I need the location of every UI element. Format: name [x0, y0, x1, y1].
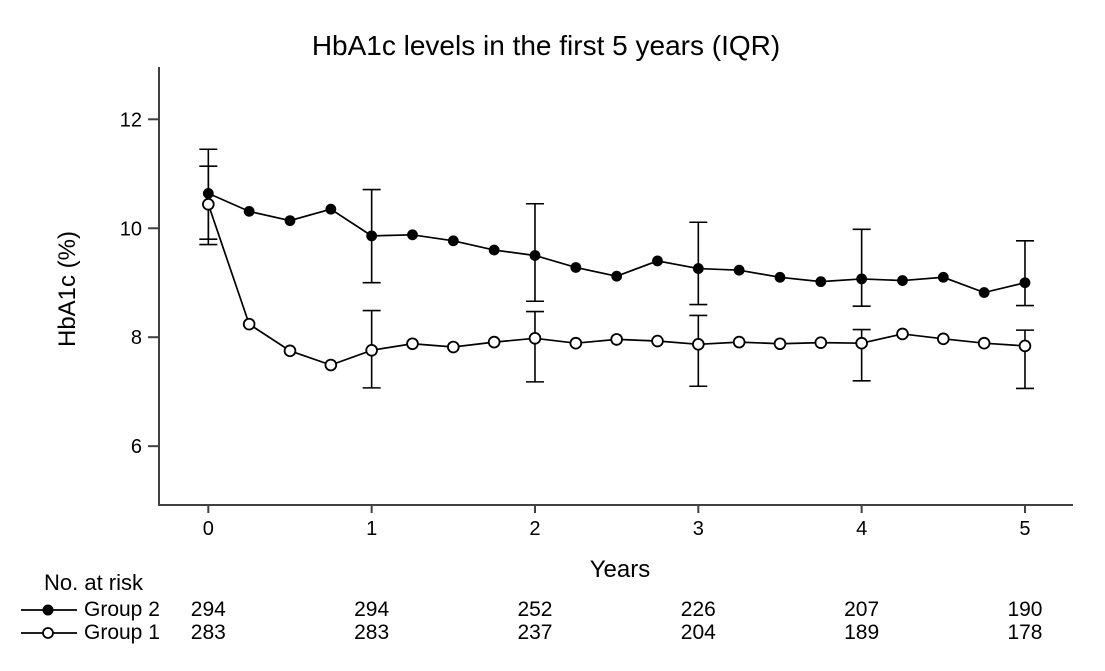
marker-group2	[407, 229, 418, 241]
marker-group2	[366, 230, 378, 242]
marker-group1	[610, 333, 623, 346]
marker-group1	[447, 340, 460, 354]
risk-count: 252	[517, 598, 553, 621]
marker-group1	[732, 335, 746, 349]
marker-group1	[324, 358, 338, 372]
marker-group2	[325, 203, 337, 215]
risk-count: 283	[190, 621, 226, 644]
error-bar-group2	[1015, 239, 1034, 307]
y-tick-label: 8	[131, 327, 142, 349]
marker-group1	[406, 337, 419, 351]
x-tick-label: 4	[856, 518, 867, 540]
marker-group2	[856, 273, 868, 285]
group2-marker-icon	[21, 604, 77, 616]
marker-group2	[447, 235, 459, 247]
marker-group1	[855, 336, 868, 350]
marker-group1	[242, 317, 256, 331]
marker-group2	[897, 275, 908, 286]
marker-group1	[283, 344, 297, 358]
risk-count: 294	[354, 598, 390, 621]
marker-group2	[1019, 277, 1031, 289]
marker-group1	[569, 336, 583, 350]
risk-count: 226	[680, 598, 716, 621]
risk-count: 189	[844, 621, 880, 644]
x-tick-label: 1	[366, 518, 377, 540]
marker-group1	[773, 337, 787, 351]
risk-count: 190	[1007, 598, 1043, 621]
marker-group2	[202, 187, 214, 199]
marker-group2	[570, 262, 582, 273]
marker-group2	[692, 263, 704, 274]
marker-group1	[896, 327, 909, 341]
marker-group2	[815, 276, 827, 288]
marker-group2	[284, 215, 296, 227]
marker-group2	[733, 264, 745, 276]
legend-label-group2: Group 2	[84, 598, 160, 621]
group1-marker-icon	[21, 627, 77, 639]
y-tick-label: 12	[120, 109, 142, 131]
marker-group1	[651, 334, 664, 348]
marker-group2	[488, 244, 500, 256]
risk-count: 237	[517, 621, 553, 644]
risk-count: 283	[354, 621, 390, 644]
error-bar-group2	[852, 228, 871, 307]
x-tick-label: 2	[529, 518, 540, 540]
x-tick-label: 0	[203, 518, 214, 540]
error-bar-group1	[525, 310, 544, 383]
marker-group1	[365, 343, 378, 357]
marker-group2	[978, 287, 990, 298]
risk-count: 178	[1007, 621, 1043, 644]
x-tick-label: 5	[1019, 518, 1030, 540]
risk-row-group1: Group 1 283 283 237 204 189 178	[0, 621, 1105, 645]
marker-group2	[652, 255, 663, 267]
risk-table-heading: No. at risk	[44, 570, 144, 595]
marker-group1	[487, 335, 501, 349]
x-axis-label: Years	[589, 556, 651, 583]
x-tick-label: 3	[693, 518, 704, 540]
chart-title: HbA1c levels in the first 5 years (IQR)	[311, 30, 781, 61]
marker-group1	[692, 337, 705, 351]
marker-group1	[814, 336, 828, 349]
marker-group1	[977, 336, 991, 350]
error-bar-group1	[1015, 329, 1034, 390]
risk-count: 294	[190, 598, 226, 621]
marker-group2	[243, 205, 255, 217]
axis-lines	[158, 67, 1073, 506]
risk-count: 204	[680, 621, 716, 644]
marker-group2	[611, 270, 623, 282]
marker-group1	[1018, 339, 1032, 353]
y-tick-label: 6	[131, 436, 142, 458]
error-bar-group1	[689, 314, 708, 388]
legend-label-group1: Group 1	[84, 621, 160, 644]
marker-group1	[937, 332, 950, 346]
marker-group2	[774, 271, 786, 283]
marker-group2	[937, 271, 949, 283]
risk-row-group2: Group 2 294 294 252 226 207 190	[0, 598, 1105, 622]
risk-count: 207	[844, 598, 880, 621]
marker-group1	[202, 197, 215, 211]
marker-group1	[528, 331, 542, 345]
marker-group2	[529, 250, 541, 261]
y-tick-label: 10	[120, 218, 142, 240]
